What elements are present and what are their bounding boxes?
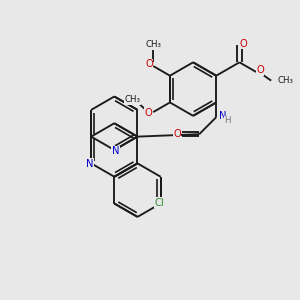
Text: CH₃: CH₃ [125, 95, 141, 104]
Text: Cl: Cl [154, 198, 164, 208]
Text: H: H [224, 116, 231, 125]
Text: N: N [86, 159, 94, 169]
Text: O: O [256, 65, 264, 76]
Text: CH₃: CH₃ [145, 40, 161, 49]
Text: CH₃: CH₃ [277, 76, 293, 85]
Text: N: N [219, 111, 226, 121]
Text: O: O [144, 108, 152, 118]
Text: O: O [145, 59, 153, 69]
Text: N: N [112, 146, 119, 156]
Text: O: O [173, 129, 181, 139]
Text: O: O [240, 39, 248, 49]
